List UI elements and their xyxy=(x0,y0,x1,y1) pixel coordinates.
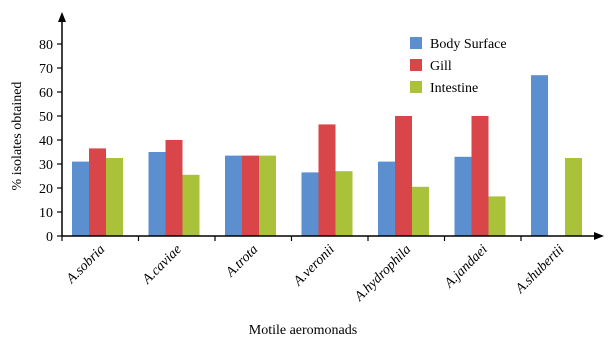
y-tick-label: 50 xyxy=(39,110,53,125)
x-category-label: A.veronii xyxy=(290,242,338,290)
axes-layer xyxy=(57,12,604,241)
bar-body-surface-acaviae xyxy=(148,152,166,236)
legend-swatch xyxy=(410,37,422,49)
legend-label: Gill xyxy=(430,59,452,74)
legend-label: Body Surface xyxy=(430,37,507,52)
bar-intestine-ahydrophila xyxy=(412,186,429,236)
x-category-label: A.caviae xyxy=(139,242,185,288)
bar-intestine-atrota xyxy=(259,155,276,236)
y-tick-label: 70 xyxy=(39,62,53,77)
bar-body-surface-ahydrophila xyxy=(378,161,395,236)
y-tick-label: 40 xyxy=(39,134,53,149)
y-tick-label: 30 xyxy=(39,158,53,173)
legend-label: Intestine xyxy=(430,81,478,96)
bar-intestine-asobria xyxy=(106,158,123,236)
bar-intestine-averonii xyxy=(335,171,353,236)
y-tick-label: 10 xyxy=(39,206,53,221)
y-axis-title: % isolates obtained xyxy=(10,82,25,191)
bar-gill-acaviae xyxy=(165,140,183,236)
x-category-label: A.trota xyxy=(223,242,262,281)
bar-gill-ajandaei xyxy=(471,116,489,236)
legend-swatch xyxy=(410,81,422,93)
bar-intestine-acaviae xyxy=(182,174,200,236)
x-category-label: A.shubertii xyxy=(512,242,567,297)
x-category-label: A.jandaei xyxy=(441,242,491,292)
bars-layer xyxy=(72,75,582,236)
bar-gill-asobria xyxy=(89,148,106,236)
legend: Body Surface Gill Intestine xyxy=(410,37,507,96)
y-tick-label: 0 xyxy=(46,230,53,245)
bar-body-surface-asobria xyxy=(72,161,89,236)
legend-swatch xyxy=(410,59,422,71)
x-axis-arrow xyxy=(594,232,604,240)
x-category-label: A.sobria xyxy=(63,242,108,287)
bar-body-surface-ashubertii xyxy=(531,75,548,236)
x-axis-title: Motile aeromonads xyxy=(249,323,357,338)
bar-body-surface-atrota xyxy=(225,155,242,236)
y-tick-label: 60 xyxy=(39,86,53,101)
bar-gill-averonii xyxy=(318,124,336,236)
x-category-label: A.hydrophila xyxy=(351,242,414,305)
bar-gill-atrota xyxy=(242,155,259,236)
bar-intestine-ashubertii xyxy=(565,158,582,236)
y-tick-label: 20 xyxy=(39,182,53,197)
bar-intestine-ajandaei xyxy=(488,196,506,236)
y-tick-label: 80 xyxy=(39,38,53,53)
bar-body-surface-ajandaei xyxy=(454,156,472,236)
bar-body-surface-averonii xyxy=(301,172,319,236)
y-axis-arrow xyxy=(58,12,66,22)
bar-gill-ahydrophila xyxy=(395,116,412,236)
